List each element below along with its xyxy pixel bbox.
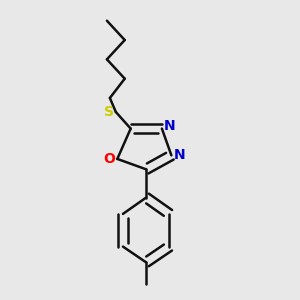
Text: S: S bbox=[104, 105, 114, 119]
Text: O: O bbox=[103, 152, 115, 166]
Text: N: N bbox=[174, 148, 185, 162]
Text: N: N bbox=[164, 119, 175, 133]
